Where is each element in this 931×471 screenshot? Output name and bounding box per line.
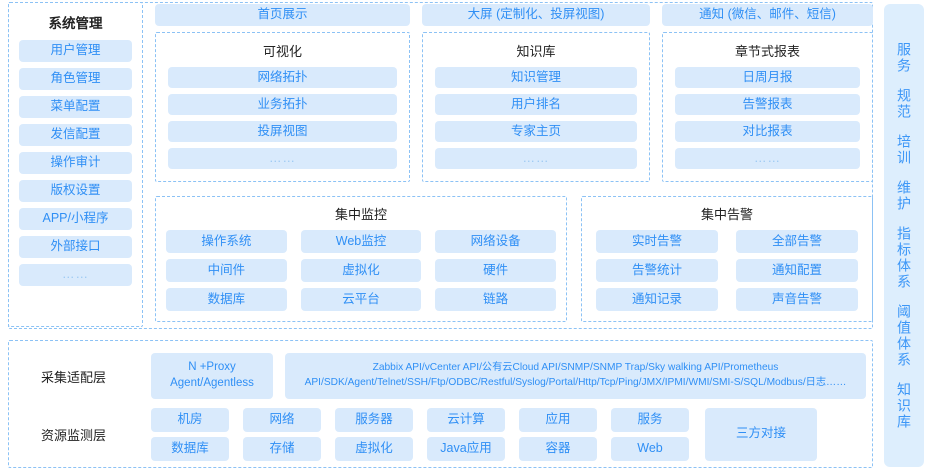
system-management-panel: 系统管理 用户管理 角色管理 菜单配置 发信配置 操作审计 版权设置 APP/小… <box>8 2 143 327</box>
system-management-title: 系统管理 <box>48 16 103 31</box>
item-network[interactable]: 网络 <box>243 407 321 432</box>
item-daily-weekly-monthly-report[interactable]: 日周月报 <box>675 67 860 88</box>
sidebar-item-license-settings[interactable]: 版权设置 <box>19 180 132 202</box>
group-centralized-monitoring: 集中监控 操作系统 Web监控 网络设备 中间件 虚拟化 硬件 数据库 云平台 … <box>155 196 567 322</box>
item-database[interactable]: 数据库 <box>166 288 287 311</box>
collection-apis-box[interactable]: Zabbix API/vCenter API/公有云Cloud API/SNMP… <box>285 353 866 399</box>
item-cloud-computing[interactable]: 云计算 <box>427 407 505 432</box>
item-visualization-more[interactable]: …… <box>168 148 397 169</box>
item-report-more[interactable]: …… <box>675 148 860 169</box>
group-visualization-title: 可视化 <box>262 44 302 59</box>
item-web[interactable]: Web <box>611 436 689 461</box>
system-management-list: 用户管理 角色管理 菜单配置 发信配置 操作审计 版权设置 APP/小程序 外部… <box>19 40 132 286</box>
application-groups-row: 可视化 网络拓扑 业务拓扑 投屏视图 …… 知识库 知识管理 用户排名 专家主页… <box>155 32 873 182</box>
group-visualization-items: 网络拓扑 业务拓扑 投屏视图 …… <box>168 67 397 169</box>
item-network-device[interactable]: 网络设备 <box>435 230 556 253</box>
right-bar-service: 服务 <box>896 41 912 74</box>
group-knowledge-base: 知识库 知识管理 用户排名 专家主页 …… <box>422 32 650 182</box>
item-sound-alarm[interactable]: 声音告警 <box>736 288 858 311</box>
resource-monitoring-layer-row: 资源监测层 机房 网络 服务器 云计算 应用 服务 数据库 存储 虚拟化 Jav… <box>23 405 866 463</box>
collection-proxy-box[interactable]: N +Proxy Agent/Agentless <box>151 353 273 399</box>
sidebar-item-role-management[interactable]: 角色管理 <box>19 68 132 90</box>
group-visualization: 可视化 网络拓扑 业务拓扑 投屏视图 …… <box>155 32 410 182</box>
third-party-integration-box[interactable]: 三方对接 <box>705 407 817 461</box>
tab-homepage-display[interactable]: 首页展示 <box>155 4 410 26</box>
right-bar-threshold-system: 阈值体系 <box>896 303 912 368</box>
item-middleware[interactable]: 中间件 <box>166 259 287 282</box>
item-business-topology[interactable]: 业务拓扑 <box>168 94 397 115</box>
item-server[interactable]: 服务器 <box>335 407 413 432</box>
sidebar-item-mail-config[interactable]: 发信配置 <box>19 124 132 146</box>
right-vertical-bar: 服务 规范 培训 维护 指标体系 阈值体系 知识库 <box>884 4 924 467</box>
top-tab-row: 首页展示 大屏 (定制化、投屏视图) 通知 (微信、邮件、短信) <box>155 4 873 26</box>
sidebar-item-operation-audit[interactable]: 操作审计 <box>19 152 132 174</box>
item-expert-homepage[interactable]: 专家主页 <box>435 121 637 142</box>
item-storage[interactable]: 存储 <box>243 436 321 461</box>
resource-layer-label: 资源监测层 <box>41 427 107 443</box>
item-hardware[interactable]: 硬件 <box>435 259 556 282</box>
resource-items-grid: 机房 网络 服务器 云计算 应用 服务 数据库 存储 虚拟化 Java应用 容器… <box>151 407 689 461</box>
item-notification-record[interactable]: 通知记录 <box>596 288 718 311</box>
sidebar-item-app-miniprogram[interactable]: APP/小程序 <box>19 208 132 230</box>
item-cloud-platform[interactable]: 云平台 <box>300 288 422 311</box>
group-chapter-report-title: 章节式报表 <box>734 44 800 59</box>
item-application[interactable]: 应用 <box>519 407 597 432</box>
tab-large-screen[interactable]: 大屏 (定制化、投屏视图) <box>422 4 650 26</box>
group-knowledge-base-items: 知识管理 用户排名 专家主页 …… <box>435 67 637 169</box>
centralized-monitoring-title: 集中监控 <box>334 207 387 222</box>
sidebar-item-external-interface[interactable]: 外部接口 <box>19 236 132 258</box>
sidebar-item-user-management[interactable]: 用户管理 <box>19 40 132 62</box>
item-notification-config[interactable]: 通知配置 <box>736 259 858 282</box>
item-user-ranking[interactable]: 用户排名 <box>435 94 637 115</box>
centralized-alarm-items: 实时告警 全部告警 告警统计 通知配置 通知记录 声音告警 <box>596 230 858 311</box>
item-alarm-report[interactable]: 告警报表 <box>675 94 860 115</box>
collection-layer-label: 采集适配层 <box>41 369 107 385</box>
group-centralized-alarm: 集中告警 实时告警 全部告警 告警统计 通知配置 通知记录 声音告警 <box>581 196 873 322</box>
right-bar-knowledge-base: 知识库 <box>896 381 912 430</box>
item-network-topology[interactable]: 网络拓扑 <box>168 67 397 88</box>
item-comparison-report[interactable]: 对比报表 <box>675 121 860 142</box>
group-chapter-report: 章节式报表 日周月报 告警报表 对比报表 …… <box>662 32 873 182</box>
tab-notification[interactable]: 通知 (微信、邮件、短信) <box>662 4 873 26</box>
group-chapter-report-items: 日周月报 告警报表 对比报表 …… <box>675 67 860 169</box>
item-resource-virtualization[interactable]: 虚拟化 <box>335 436 413 461</box>
group-knowledge-base-title: 知识库 <box>516 44 556 59</box>
item-alarm-statistics[interactable]: 告警统计 <box>596 259 718 282</box>
sidebar-item-more[interactable]: …… <box>19 264 132 286</box>
item-java-application[interactable]: Java应用 <box>427 436 505 461</box>
item-web-monitoring[interactable]: Web监控 <box>300 230 422 253</box>
centralized-alarm-title: 集中告警 <box>700 207 753 222</box>
item-machine-room[interactable]: 机房 <box>151 407 229 432</box>
item-screen-view[interactable]: 投屏视图 <box>168 121 397 142</box>
centralized-monitoring-items: 操作系统 Web监控 网络设备 中间件 虚拟化 硬件 数据库 云平台 链路 <box>166 230 556 311</box>
item-knowledge-more[interactable]: …… <box>435 148 637 169</box>
right-bar-training: 培训 <box>896 133 912 166</box>
monitoring-row: 集中监控 操作系统 Web监控 网络设备 中间件 虚拟化 硬件 数据库 云平台 … <box>155 196 873 322</box>
item-virtualization[interactable]: 虚拟化 <box>300 259 422 282</box>
bottom-section-inner: 采集适配层 N +Proxy Agent/Agentless Zabbix AP… <box>9 341 874 469</box>
item-resource-database[interactable]: 数据库 <box>151 436 229 461</box>
item-link[interactable]: 链路 <box>435 288 556 311</box>
sidebar-item-menu-config[interactable]: 菜单配置 <box>19 96 132 118</box>
item-container[interactable]: 容器 <box>519 436 597 461</box>
right-bar-maintenance: 维护 <box>896 179 912 212</box>
item-knowledge-management[interactable]: 知识管理 <box>435 67 637 88</box>
item-operating-system[interactable]: 操作系统 <box>166 230 287 253</box>
item-all-alarm[interactable]: 全部告警 <box>736 230 858 253</box>
item-realtime-alarm[interactable]: 实时告警 <box>596 230 718 253</box>
item-service[interactable]: 服务 <box>611 407 689 432</box>
right-bar-standard: 规范 <box>896 87 912 120</box>
bottom-section: 采集适配层 N +Proxy Agent/Agentless Zabbix AP… <box>8 340 873 468</box>
collection-adaptation-layer-row: 采集适配层 N +Proxy Agent/Agentless Zabbix AP… <box>23 351 866 401</box>
right-bar-metric-system: 指标体系 <box>896 225 912 290</box>
